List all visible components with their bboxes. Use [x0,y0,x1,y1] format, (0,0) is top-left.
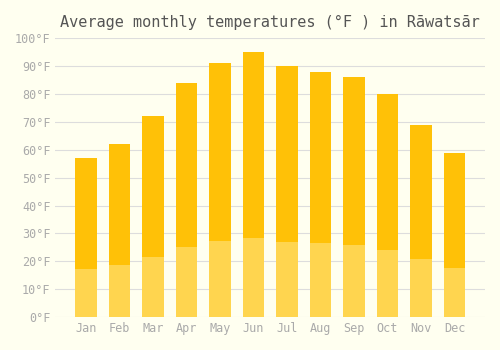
Bar [75,158,97,317]
Bar [410,125,432,259]
Bar [75,270,97,317]
Title: Average monthly temperatures (°F ) in Rāwatsār: Average monthly temperatures (°F ) in Rā… [60,15,480,30]
Bar [209,63,231,317]
Bar [376,94,398,317]
Bar [310,72,332,317]
Bar [142,116,164,317]
Bar [276,66,298,242]
Bar [444,153,466,268]
Bar [242,52,264,317]
Bar [343,245,365,317]
Bar [444,153,466,317]
Bar [376,250,398,317]
Bar [242,52,264,238]
Bar [410,259,432,317]
Bar [343,77,365,317]
Bar [276,66,298,317]
Bar [209,241,231,317]
Bar [444,268,466,317]
Bar [75,158,97,270]
Bar [142,116,164,257]
Bar [410,125,432,317]
Bar [343,77,365,245]
Bar [176,83,198,247]
Bar [108,144,130,317]
Bar [242,238,264,317]
Bar [176,247,198,317]
Bar [108,144,130,265]
Bar [310,72,332,244]
Bar [142,257,164,317]
Bar [108,265,130,317]
Bar [176,83,198,317]
Bar [276,242,298,317]
Bar [310,244,332,317]
Bar [209,63,231,241]
Bar [376,94,398,250]
